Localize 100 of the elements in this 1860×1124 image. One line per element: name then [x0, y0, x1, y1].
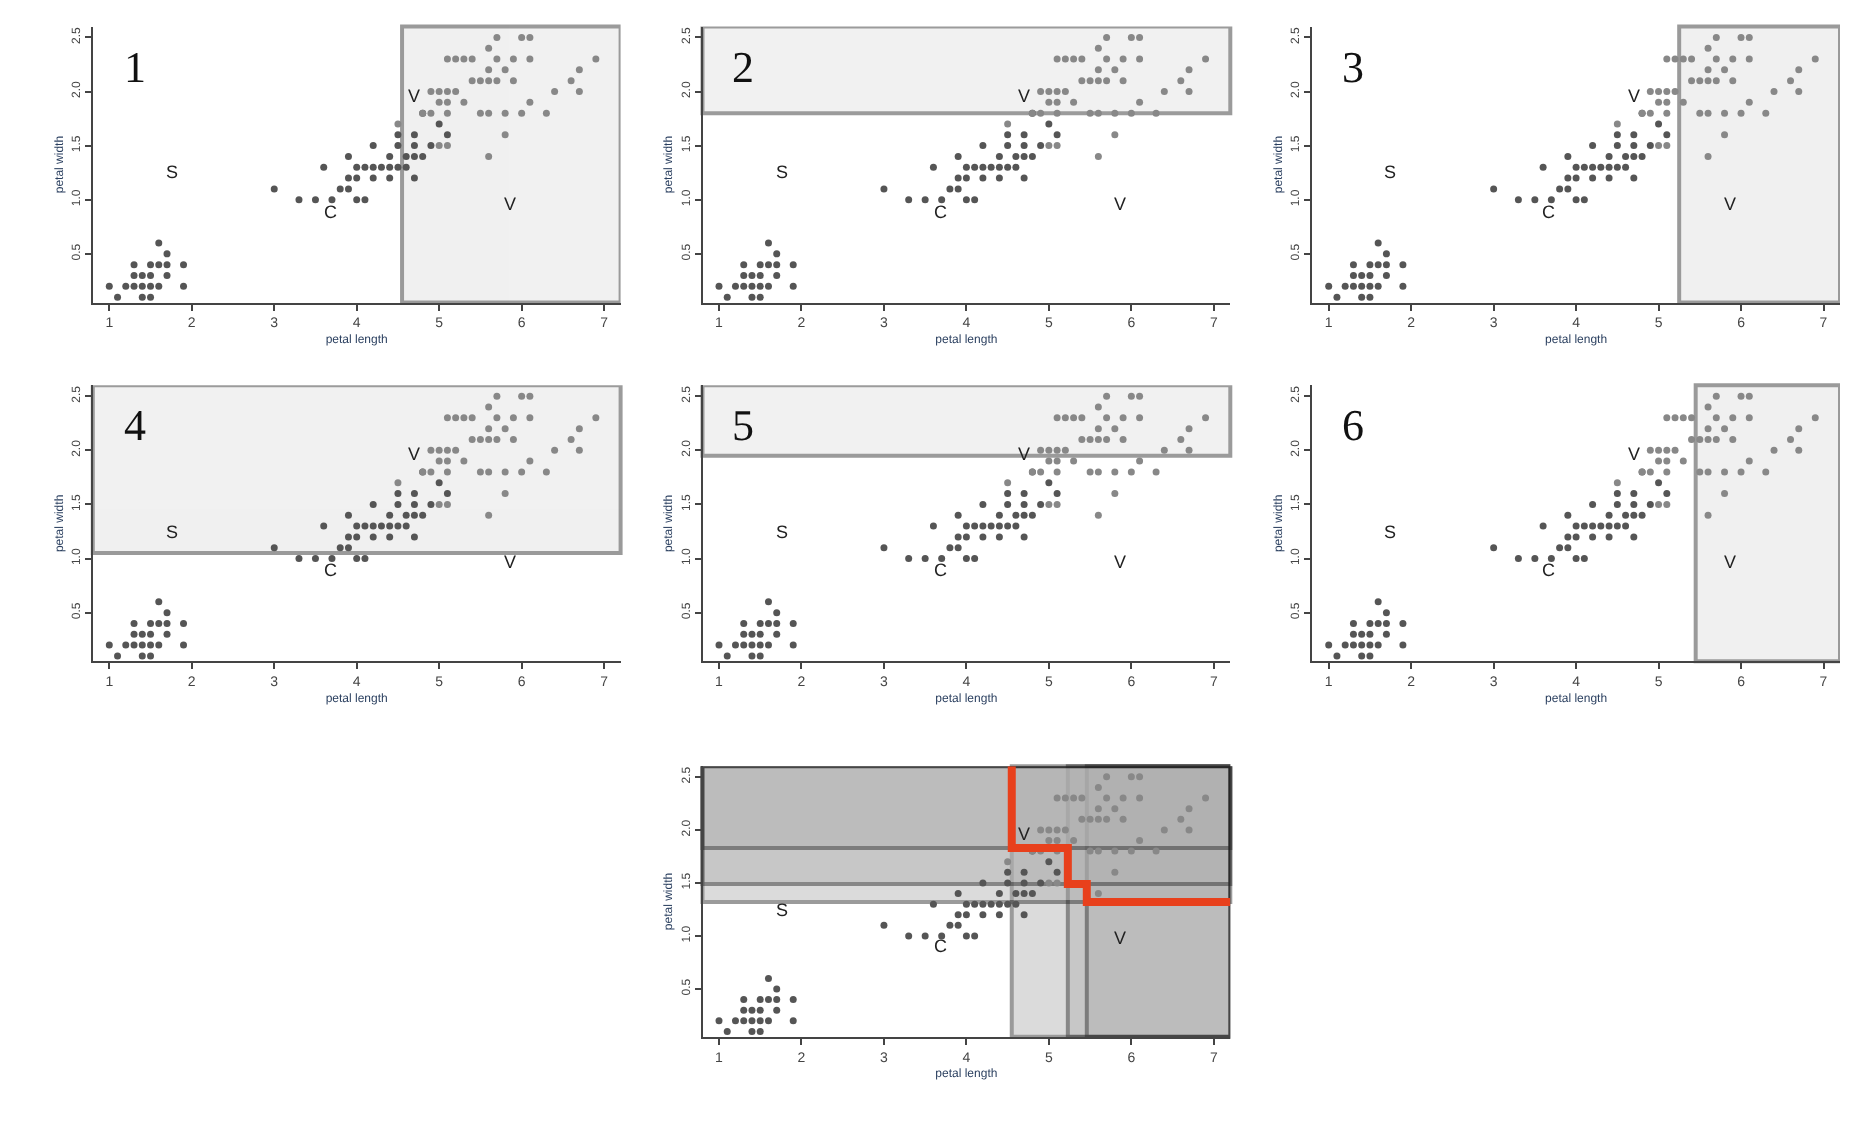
point	[748, 1017, 756, 1025]
point	[1094, 805, 1102, 813]
point	[452, 414, 460, 422]
point	[1127, 773, 1135, 781]
point	[1679, 457, 1687, 465]
point	[773, 609, 781, 617]
point	[1572, 174, 1580, 182]
point	[962, 555, 970, 563]
point	[1325, 641, 1333, 649]
point	[353, 555, 361, 563]
point	[353, 533, 361, 541]
point	[427, 142, 435, 150]
point	[954, 511, 962, 519]
point	[1572, 163, 1580, 171]
point	[1366, 630, 1374, 638]
point	[592, 55, 600, 63]
point	[740, 272, 748, 279]
point	[1152, 847, 1160, 855]
point	[353, 174, 361, 182]
point	[1539, 522, 1547, 530]
point	[336, 185, 344, 193]
point	[501, 66, 509, 74]
point	[1589, 533, 1597, 541]
point	[1547, 196, 1555, 204]
point	[995, 911, 1003, 919]
point	[1185, 425, 1193, 433]
point	[526, 392, 534, 400]
point	[1712, 33, 1720, 41]
point	[344, 544, 352, 552]
point	[138, 293, 146, 301]
point	[962, 911, 970, 919]
point	[1704, 403, 1712, 411]
point	[1070, 836, 1078, 844]
point	[789, 282, 797, 290]
point	[1358, 282, 1366, 290]
point	[1349, 261, 1357, 269]
point	[592, 414, 600, 422]
point	[344, 511, 352, 519]
point	[1358, 641, 1366, 649]
point	[485, 77, 493, 85]
point	[1613, 120, 1621, 128]
chart-title: 3	[1342, 42, 1364, 92]
point	[1185, 826, 1193, 834]
point	[443, 490, 451, 498]
point	[575, 66, 583, 74]
point	[1127, 33, 1135, 41]
point	[764, 598, 772, 606]
point	[773, 985, 781, 993]
point	[320, 163, 328, 171]
point	[1655, 446, 1663, 454]
annotation: V	[1724, 194, 1737, 214]
point	[443, 142, 451, 150]
point	[1136, 392, 1144, 400]
point	[905, 555, 913, 563]
point	[369, 500, 377, 508]
point	[731, 282, 739, 290]
point	[1613, 131, 1621, 139]
point	[410, 511, 418, 519]
point	[485, 511, 493, 519]
point	[493, 33, 501, 41]
point	[1514, 196, 1522, 204]
point	[756, 282, 764, 290]
point	[1605, 163, 1613, 171]
point	[1119, 55, 1127, 63]
point	[1094, 403, 1102, 411]
point	[163, 261, 171, 269]
point	[1663, 98, 1671, 106]
point	[567, 77, 575, 85]
point	[410, 142, 418, 150]
point	[1086, 815, 1094, 823]
point	[1795, 66, 1803, 74]
point	[1688, 435, 1696, 443]
point	[1556, 185, 1564, 193]
point	[764, 282, 772, 290]
point	[995, 163, 1003, 171]
annotation: V	[1018, 824, 1031, 844]
point	[394, 142, 402, 150]
point	[1688, 77, 1696, 85]
point	[995, 522, 1003, 530]
point	[1762, 109, 1770, 117]
point	[954, 911, 962, 919]
point	[1564, 152, 1572, 160]
point	[402, 511, 410, 519]
point	[493, 392, 501, 400]
point	[1094, 77, 1102, 85]
point	[1655, 457, 1663, 465]
point	[122, 641, 130, 649]
point	[1037, 500, 1045, 508]
point	[1045, 446, 1053, 454]
point	[1028, 511, 1036, 519]
point	[1655, 500, 1663, 508]
point	[979, 911, 987, 919]
point	[1094, 815, 1102, 823]
point	[130, 272, 138, 279]
point	[971, 900, 979, 908]
point	[509, 77, 517, 85]
point	[1358, 630, 1366, 638]
annotation: V	[1114, 928, 1127, 948]
point	[1004, 120, 1012, 128]
point	[1630, 533, 1638, 541]
